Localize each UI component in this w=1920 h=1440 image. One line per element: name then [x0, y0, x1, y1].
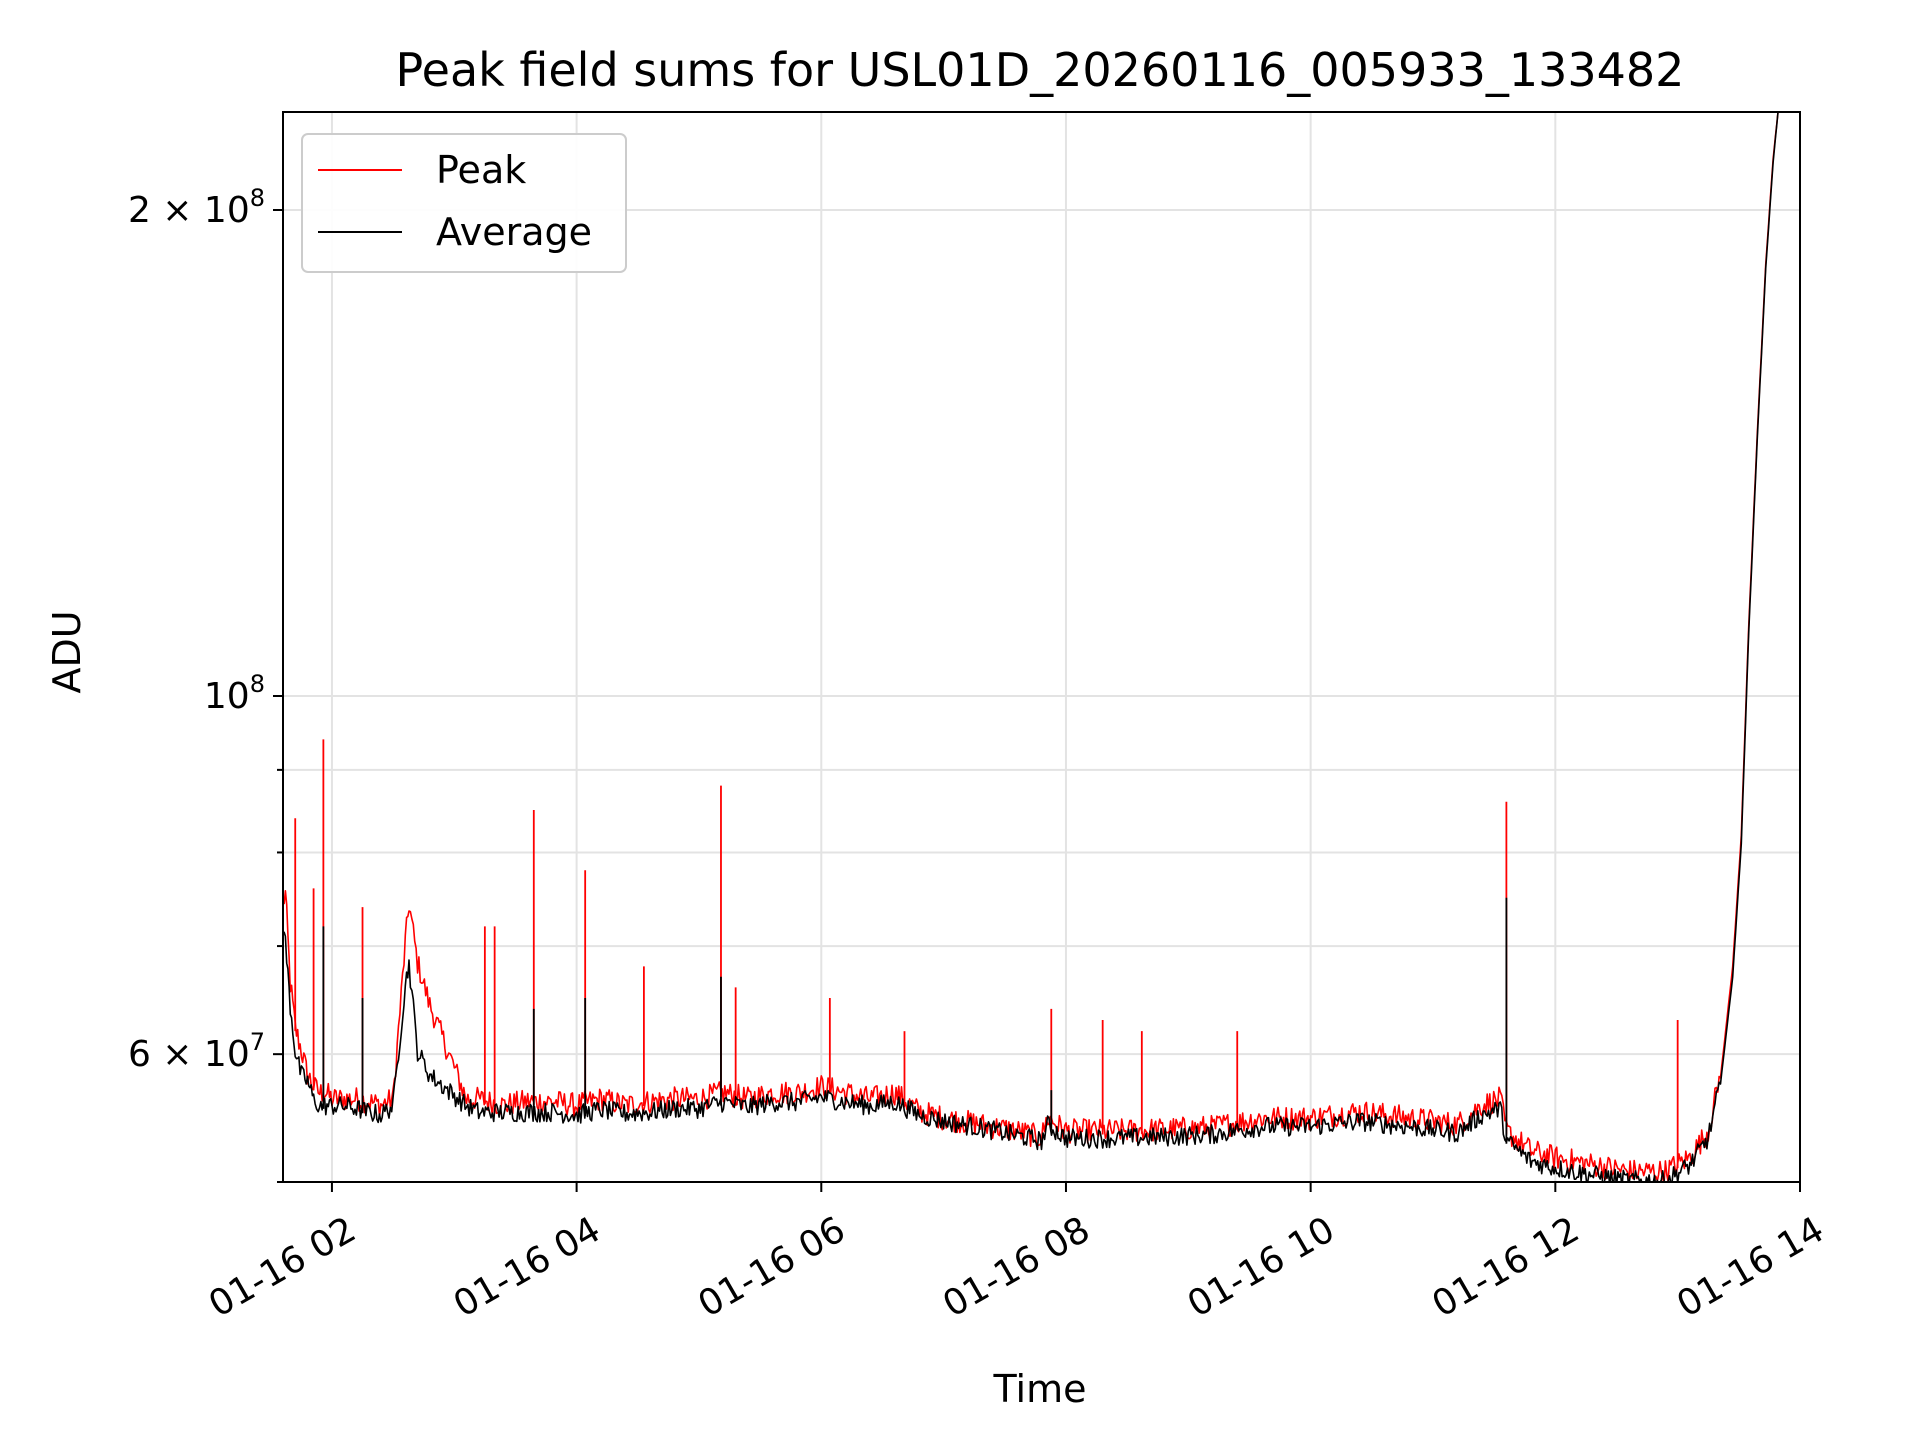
legend-box [301, 133, 627, 273]
y-tick-label: 2 × 108 [128, 184, 265, 231]
y-tick-label: 108 [204, 670, 265, 717]
x-axis-label: Time [993, 1367, 1087, 1411]
plot-frame [282, 111, 1801, 1183]
y-tick-label: 6 × 107 [128, 1028, 265, 1075]
chart-title: Peak field sums for USL01D_20260116_0059… [396, 43, 1685, 97]
series-line-peak [283, 112, 1779, 1182]
legend-label-average: Average [436, 210, 592, 254]
y-axis-label: ADU [45, 610, 89, 693]
series-line-average [283, 112, 1779, 1182]
legend: Peak Average [301, 133, 627, 273]
series-layer [283, 112, 1779, 1182]
legend-label-peak: Peak [436, 148, 526, 192]
